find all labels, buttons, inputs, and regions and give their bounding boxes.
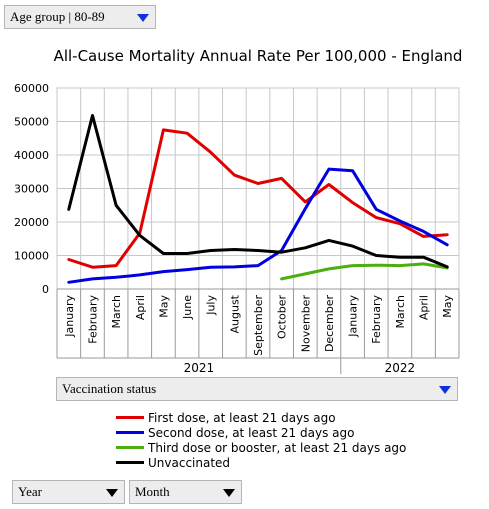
vaccination-status-select[interactable]: Vaccination status bbox=[56, 377, 458, 401]
x-tick-label: August bbox=[228, 294, 241, 333]
x-tick-label: February bbox=[370, 295, 383, 344]
legend-swatch bbox=[116, 416, 144, 419]
legend-swatch bbox=[116, 461, 144, 464]
legend-label: Third dose or booster, at least 21 days … bbox=[148, 440, 407, 455]
x-tick-label: June bbox=[181, 295, 194, 320]
series-line bbox=[67, 167, 449, 284]
month-select[interactable]: Month bbox=[129, 480, 242, 504]
vaccination-status-select-value: Vaccination status bbox=[62, 381, 157, 396]
y-tick-label: 60000 bbox=[14, 82, 49, 95]
x-tick-label: May bbox=[157, 295, 170, 318]
legend-item: First dose, at least 21 days ago bbox=[116, 410, 336, 425]
chevron-down-icon bbox=[439, 386, 451, 394]
chevron-down-icon bbox=[106, 489, 118, 497]
series-line bbox=[67, 128, 449, 269]
year-label: 2021 bbox=[184, 361, 215, 375]
legend-swatch bbox=[116, 431, 144, 434]
x-tick-label: March bbox=[110, 295, 123, 329]
y-tick-label: 40000 bbox=[14, 149, 49, 162]
x-tick-label: April bbox=[134, 295, 147, 320]
y-tick-label: 10000 bbox=[14, 250, 49, 263]
x-tick-label: March bbox=[394, 295, 407, 329]
chevron-down-icon bbox=[223, 489, 235, 497]
x-tick-label: February bbox=[86, 295, 99, 344]
month-select-value: Month bbox=[135, 484, 170, 499]
x-tick-label: September bbox=[252, 295, 265, 356]
chart-title: All-Cause Mortality Annual Rate Per 100,… bbox=[54, 47, 463, 65]
age-group-select[interactable]: Age group | 80-89 bbox=[4, 5, 156, 29]
legend-item: Unvaccinated bbox=[116, 455, 230, 470]
y-tick-label: 30000 bbox=[14, 183, 49, 196]
x-tick-label: October bbox=[276, 295, 289, 339]
legend-label: First dose, at least 21 days ago bbox=[148, 410, 336, 425]
y-tick-label: 50000 bbox=[14, 116, 49, 129]
x-tick-label: January bbox=[63, 295, 76, 338]
x-tick-label: May bbox=[441, 295, 454, 318]
legend-label: Second dose, at least 21 days ago bbox=[148, 425, 355, 440]
legend-item: Second dose, at least 21 days ago bbox=[116, 425, 354, 440]
y-tick-label: 20000 bbox=[14, 216, 49, 229]
series-line bbox=[67, 114, 449, 269]
y-tick-label: 0 bbox=[42, 283, 49, 296]
legend-item: Third dose or booster, at least 21 days … bbox=[116, 440, 406, 455]
age-group-select-value: Age group | 80-89 bbox=[10, 9, 105, 24]
series-line bbox=[280, 262, 449, 281]
year-select-value: Year bbox=[18, 484, 42, 499]
legend-label: Unvaccinated bbox=[148, 455, 231, 470]
mortality-chart: All-Cause Mortality Annual Rate Per 100,… bbox=[14, 47, 463, 375]
year-label: 2022 bbox=[385, 361, 416, 375]
legend-swatch bbox=[116, 446, 144, 449]
year-select[interactable]: Year bbox=[12, 480, 125, 504]
chevron-down-icon bbox=[137, 14, 149, 22]
x-tick-label: December bbox=[323, 295, 336, 353]
x-tick-label: July bbox=[205, 295, 218, 316]
x-tick-label: April bbox=[418, 295, 431, 320]
x-tick-label: November bbox=[299, 295, 312, 353]
x-tick-label: January bbox=[347, 295, 360, 338]
